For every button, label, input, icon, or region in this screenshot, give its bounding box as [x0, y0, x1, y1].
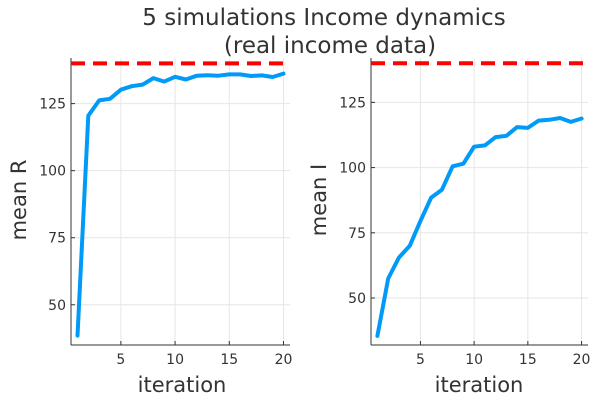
- right-x-axis-label: iteration: [435, 373, 524, 397]
- right-y-tick-label: 125: [339, 95, 366, 111]
- right-y-tick-label: 75: [348, 226, 366, 242]
- right-y-axis-label: mean I: [307, 164, 331, 236]
- left-y-tick-label: 100: [39, 164, 66, 180]
- right-y-tick-label: 100: [339, 161, 366, 177]
- right-series-line: [375, 116, 584, 338]
- left-y-tick-label: 125: [39, 97, 66, 113]
- left-x-tick-label: 5: [116, 352, 125, 368]
- left-y-axis-label: mean R: [7, 160, 31, 241]
- left-panel-mean-r: iteration mean R 5 10 15 20 50 75 100 125: [7, 58, 292, 397]
- right-y-tick-label: 50: [348, 291, 366, 307]
- right-x-tick-label: 10: [465, 352, 483, 368]
- left-x-tick-label: 10: [166, 352, 184, 368]
- figure-title-line2: (real income data): [224, 33, 436, 59]
- figure-title-line1: 5 simulations Income dynamics: [142, 5, 505, 31]
- left-y-tick-label: 50: [48, 298, 66, 314]
- right-panel-mean-i: iteration mean I 5 10 15 20 50 75 100 125: [307, 58, 590, 397]
- right-x-tick-label: 20: [573, 352, 591, 368]
- right-x-tick-label: 15: [519, 352, 537, 368]
- left-x-tick-label: 20: [275, 352, 293, 368]
- right-x-tick-label: 5: [416, 352, 425, 368]
- left-x-axis-label: iteration: [138, 373, 227, 397]
- left-series-line: [75, 71, 286, 338]
- left-x-tick-label: 15: [220, 352, 238, 368]
- left-y-tick-label: 75: [48, 231, 66, 247]
